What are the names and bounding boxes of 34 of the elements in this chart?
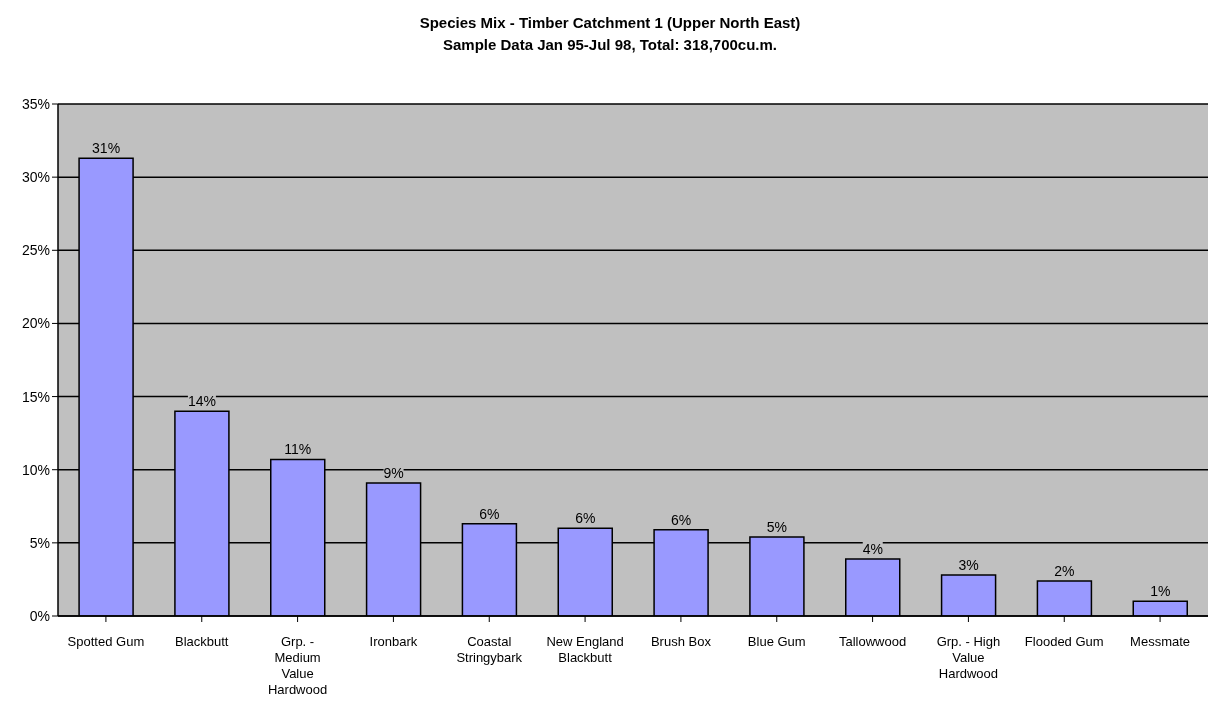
x-tick-label: New England Blackbutt xyxy=(546,634,624,665)
y-tick-label: 35% xyxy=(21,95,50,112)
y-tick-label: 5% xyxy=(29,534,50,551)
data-label: 31% xyxy=(92,140,121,157)
x-tick-label: Flooded Gum xyxy=(1024,634,1104,649)
data-label: 6% xyxy=(479,505,500,522)
x-tick-label: Grp. - Medium Value Hardwood xyxy=(267,634,328,697)
x-tick-label: Blue Gum xyxy=(747,634,806,649)
data-label: 3% xyxy=(958,557,979,574)
data-label: 6% xyxy=(575,510,596,527)
y-tick-label: 20% xyxy=(21,315,50,332)
x-tick-label: Ironbark xyxy=(369,634,418,649)
x-tick-label: Tallowwood xyxy=(838,634,907,649)
data-label: 14% xyxy=(187,393,216,410)
data-label: 2% xyxy=(1054,562,1075,579)
x-tick-label: Messmate xyxy=(1130,634,1191,649)
y-tick-label: 0% xyxy=(29,607,50,624)
chart-title: Species Mix - Timber Catchment 1 (Upper North East) xyxy=(418,13,802,33)
x-tick-label: Brush Box xyxy=(650,634,712,649)
data-label: 1% xyxy=(1150,583,1171,600)
chart-subtitle: Sample Data Jan 95-Jul 98, Total: 318,700cu.m. xyxy=(441,35,778,55)
y-tick-label: 30% xyxy=(21,169,50,186)
data-label: 9% xyxy=(383,464,404,481)
x-tick-label: Blackbutt xyxy=(175,634,229,649)
x-tick-label: Coastal Stringybark xyxy=(456,634,523,665)
y-tick-label: 10% xyxy=(21,461,50,478)
x-tick-label: Grp. - High Value Hardwood xyxy=(936,634,1001,681)
data-label: 6% xyxy=(670,511,692,528)
data-label: 5% xyxy=(766,519,788,536)
data-label: 11% xyxy=(284,441,312,458)
y-tick-label: 15% xyxy=(21,388,50,405)
x-tick-label: Spotted Gum xyxy=(67,634,145,649)
data-label: 4% xyxy=(862,540,883,557)
y-tick-label: 25% xyxy=(21,242,50,259)
